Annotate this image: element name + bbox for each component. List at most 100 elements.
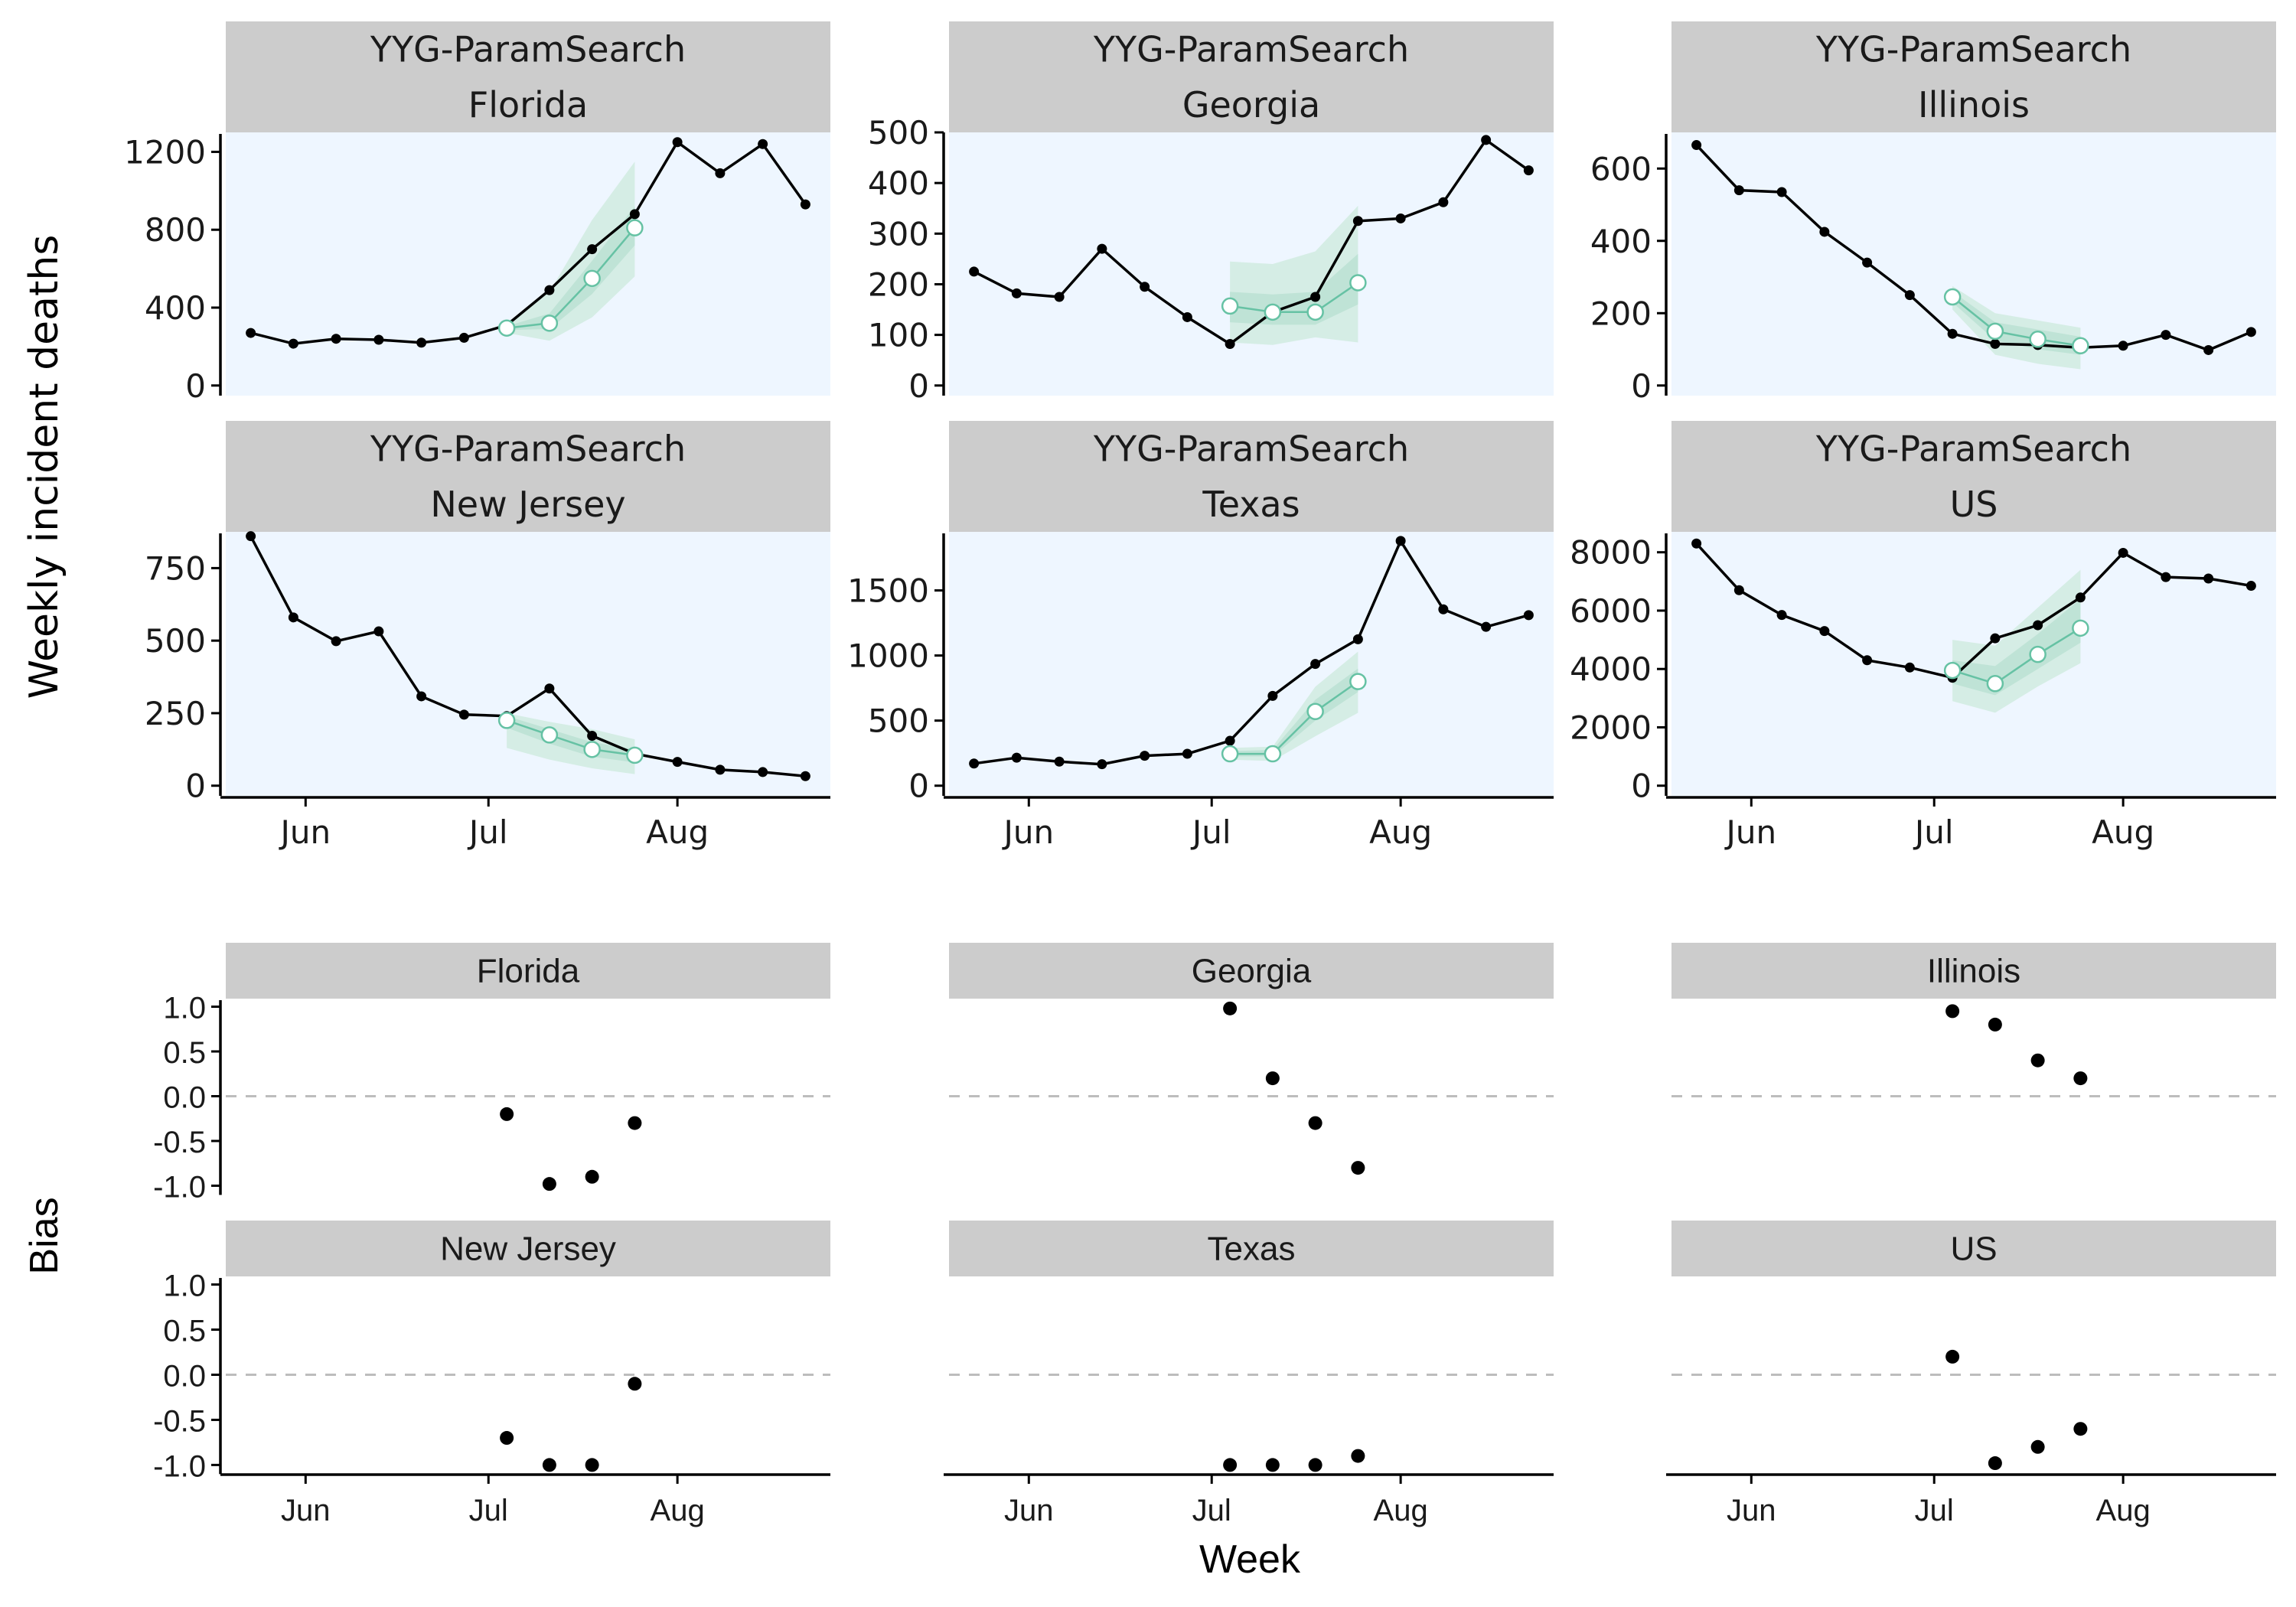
deaths-new-jersey-x-tick-label: Jun bbox=[278, 813, 331, 851]
deaths-new-jersey-observed-point bbox=[715, 764, 726, 775]
bias-us-x-tick-label: Aug bbox=[2096, 1494, 2151, 1527]
deaths-texas-observed-point bbox=[1481, 621, 1492, 632]
bias-florida-strip-location: Florida bbox=[477, 953, 580, 990]
deaths-florida-forecast-line bbox=[506, 227, 636, 329]
deaths-texas-panel: YYG-ParamSearch Texas 0 500 1000 1500 Jun Jul Au… bbox=[847, 421, 1554, 851]
deaths-illinois-strip-model: YYG-ParamSearch bbox=[1815, 28, 2131, 70]
deaths-illinois-forecast-point bbox=[2029, 331, 2047, 348]
deaths-new-jersey-x-tick-label: Jul bbox=[467, 813, 508, 851]
deaths-texas-observed-point bbox=[1523, 610, 1534, 621]
bottom-y-axis-title: Bias bbox=[22, 1197, 67, 1274]
deaths-illinois-strip bbox=[1671, 21, 2276, 132]
deaths-florida-y-tick-label: 800 bbox=[145, 211, 206, 249]
deaths-florida-background bbox=[226, 132, 830, 396]
deaths-illinois-observed-point bbox=[2161, 330, 2171, 341]
deaths-texas-forecast-point bbox=[1264, 745, 1282, 763]
bias-florida-y-tick-label: -1.0 bbox=[153, 1170, 206, 1204]
deaths-new-jersey-y-tick-label: 250 bbox=[145, 695, 206, 732]
deaths-new-jersey-observed-point bbox=[458, 709, 469, 720]
deaths-illinois-observed-point bbox=[2245, 327, 2256, 337]
deaths-us-strip-location: US bbox=[1950, 484, 1998, 525]
deaths-florida-observed-point bbox=[587, 244, 598, 255]
bias-us-x-tick-label: Jul bbox=[1915, 1494, 1954, 1527]
deaths-georgia-forecast-point bbox=[1306, 303, 1324, 321]
deaths-illinois-observed-point bbox=[1947, 328, 1958, 339]
x-axis-title: Week bbox=[1199, 1537, 1301, 1582]
bias-georgia-bias-point bbox=[1351, 1161, 1365, 1175]
bias-new-jersey-y-tick-label: 1.0 bbox=[163, 1270, 206, 1303]
deaths-illinois-panel: YYG-ParamSearch Illinois 0 200 400 600 bbox=[1590, 21, 2276, 405]
deaths-us-y-tick-label: 2000 bbox=[1570, 709, 1652, 746]
deaths-texas-x-tick-label: Jul bbox=[1190, 813, 1231, 851]
deaths-georgia-y-tick-label: 100 bbox=[868, 317, 929, 354]
bias-georgia-bias-point bbox=[1223, 1001, 1238, 1015]
deaths-illinois-background bbox=[1671, 132, 2276, 396]
deaths-texas-forecast-point bbox=[1349, 673, 1367, 690]
deaths-illinois-observed-line bbox=[1695, 144, 2252, 352]
deaths-us-observed-point bbox=[2245, 581, 2256, 592]
deaths-georgia-observed-point bbox=[1140, 282, 1150, 292]
deaths-new-jersey-y-tick-label: 750 bbox=[145, 549, 206, 587]
deaths-texas-observed-point bbox=[1054, 756, 1065, 767]
deaths-us-observed-point bbox=[1862, 655, 1873, 666]
deaths-florida-panel: YYG-ParamSearch Florida 0 400 800 1200 bbox=[124, 21, 830, 405]
bias-new-jersey-bias-point bbox=[542, 1458, 556, 1472]
deaths-georgia-y-tick-label: 300 bbox=[868, 215, 929, 253]
deaths-new-jersey-panel: YYG-ParamSearch New Jersey 0 250 500 750 Jun Ju… bbox=[145, 421, 830, 851]
bias-new-jersey-strip-location: New Jersey bbox=[440, 1231, 616, 1268]
deaths-texas-observed-point bbox=[1140, 751, 1150, 761]
deaths-us-observed-point bbox=[2203, 573, 2214, 584]
deaths-georgia-strip bbox=[949, 21, 1554, 132]
bias-texas-x-tick-label: Jun bbox=[1004, 1494, 1054, 1527]
deaths-illinois-y-tick-label: 200 bbox=[1590, 295, 1652, 332]
bias-illinois-bias-point bbox=[2030, 1053, 2045, 1068]
deaths-new-jersey-observed-point bbox=[416, 691, 427, 702]
deaths-new-jersey-observed-point bbox=[544, 683, 555, 694]
bias-us-panel: US Jun Jul Aug bbox=[1666, 1221, 2276, 1527]
deaths-texas-observed-point bbox=[1267, 690, 1278, 701]
bias-illinois-strip bbox=[1671, 943, 2276, 999]
deaths-us-forecast-point bbox=[1986, 675, 2004, 693]
bias-georgia-strip-location: Georgia bbox=[1192, 953, 1312, 990]
deaths-us-observed-point bbox=[1691, 538, 1702, 549]
deaths-texas-interval-95 bbox=[1230, 651, 1358, 761]
bias-florida-y-tick-label: 1.0 bbox=[163, 992, 206, 1025]
bias-florida-bias-point bbox=[585, 1169, 599, 1184]
bias-new-jersey-panel: New Jersey -1.0 -0.5 0.0 0.5 1.0 Jun Jul Aug bbox=[153, 1221, 830, 1527]
deaths-texas-forecast-line bbox=[1230, 680, 1359, 755]
deaths-us-y-tick-label: 6000 bbox=[1570, 592, 1652, 630]
bias-illinois-panel: Illinois bbox=[1671, 943, 2276, 1097]
deaths-us-panel: YYG-ParamSearch US 0 2000 4000 6000 8000 Jun Jul… bbox=[1570, 421, 2276, 851]
deaths-new-jersey-observed-point bbox=[587, 731, 598, 742]
deaths-new-jersey-strip-location: New Jersey bbox=[430, 484, 625, 525]
deaths-texas-observed-point bbox=[1011, 752, 1022, 763]
deaths-illinois-observed-point bbox=[1990, 338, 2001, 349]
deaths-illinois-observed-point bbox=[1819, 227, 1830, 237]
deaths-texas-y-tick-label: 1000 bbox=[847, 637, 929, 675]
deaths-new-jersey-forecast-point bbox=[540, 726, 559, 744]
deaths-texas-observed-point bbox=[1225, 735, 1235, 746]
deaths-texas-observed-point bbox=[1097, 759, 1107, 770]
deaths-florida-observed-point bbox=[800, 199, 810, 210]
bias-new-jersey-x-tick-label: Jun bbox=[281, 1494, 331, 1527]
deaths-us-observed-point bbox=[2161, 572, 2171, 582]
deaths-georgia-observed-point bbox=[1481, 135, 1492, 145]
bias-texas-bias-point bbox=[1265, 1458, 1280, 1472]
bias-new-jersey-y-tick-label: 0.0 bbox=[163, 1360, 206, 1393]
deaths-illinois-forecast-point bbox=[2072, 337, 2089, 355]
deaths-illinois-y-tick-label: 0 bbox=[1631, 367, 1652, 405]
deaths-new-jersey-forecast-line bbox=[506, 719, 635, 757]
bias-new-jersey-x-tick-label: Aug bbox=[651, 1494, 705, 1527]
deaths-illinois-observed-point bbox=[1904, 290, 1915, 301]
deaths-us-observed-line bbox=[1695, 543, 2252, 680]
deaths-florida-observed-point bbox=[331, 334, 341, 344]
deaths-new-jersey-strip bbox=[226, 421, 830, 532]
deaths-texas-x-tick-label: Jun bbox=[1001, 813, 1054, 851]
deaths-florida-observed-point bbox=[544, 285, 555, 295]
deaths-georgia-observed-point bbox=[1097, 243, 1107, 254]
deaths-georgia-forecast-point bbox=[1264, 303, 1282, 321]
deaths-georgia-y-tick-label: 500 bbox=[868, 114, 929, 152]
deaths-georgia-y-tick-label: 200 bbox=[868, 266, 929, 303]
bias-new-jersey-bias-point bbox=[628, 1377, 642, 1391]
